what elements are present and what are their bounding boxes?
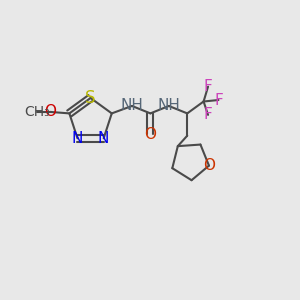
Text: NH: NH bbox=[158, 98, 180, 113]
Text: F: F bbox=[214, 92, 223, 107]
Text: S: S bbox=[85, 89, 96, 107]
Text: N: N bbox=[72, 131, 83, 146]
Text: O: O bbox=[144, 127, 156, 142]
Text: NH: NH bbox=[121, 98, 143, 113]
Text: O: O bbox=[203, 158, 215, 173]
Text: F: F bbox=[204, 79, 212, 94]
Text: CH₃: CH₃ bbox=[24, 105, 50, 119]
Text: O: O bbox=[44, 104, 56, 119]
Text: F: F bbox=[204, 107, 212, 122]
Text: N: N bbox=[98, 131, 109, 146]
